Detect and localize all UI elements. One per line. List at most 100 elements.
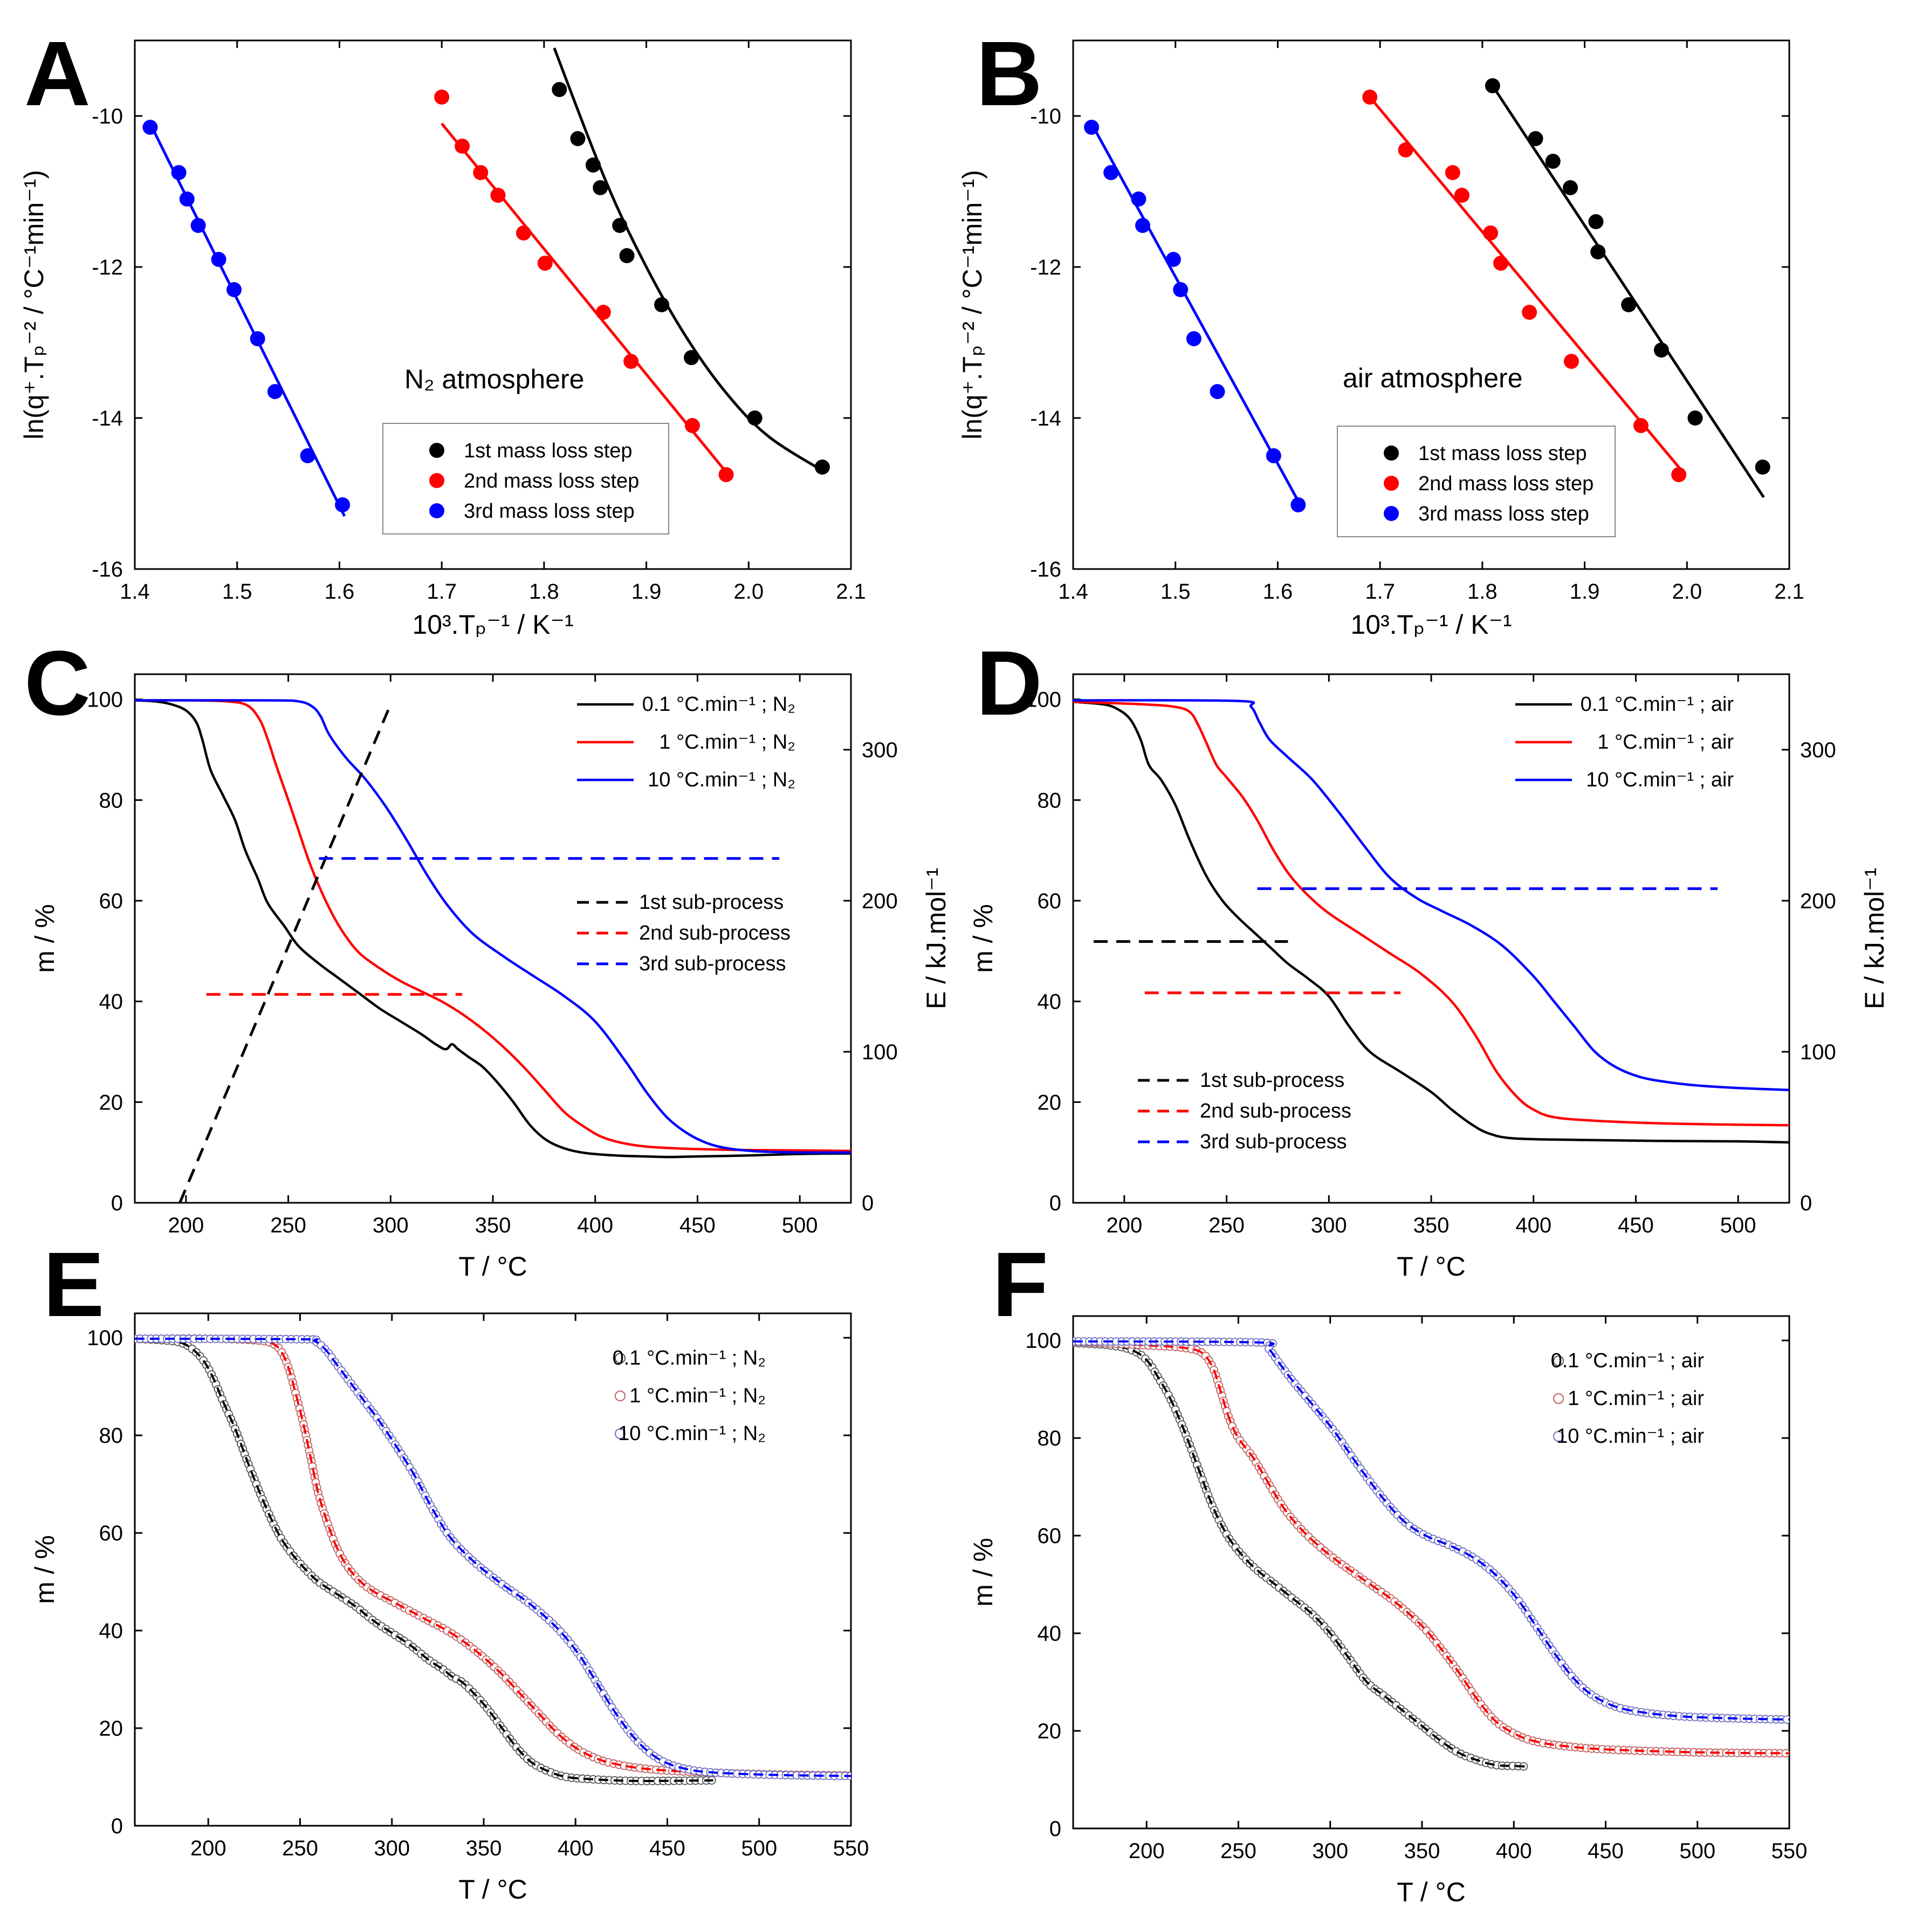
x-tick-label: 400: [1515, 1214, 1551, 1237]
y-tick-label: -14: [1030, 407, 1061, 430]
legend: 1st mass loss step 2nd mass loss step 3rd …: [1337, 426, 1616, 537]
data-point: [1493, 256, 1509, 271]
data-point: [455, 139, 470, 154]
data-point: [585, 157, 601, 173]
y-tick-label: 40: [1038, 990, 1062, 1014]
series-1: [1073, 1338, 1528, 1771]
y-tick-label: 100: [87, 1326, 123, 1350]
plot-frame: [1072, 1315, 1790, 1830]
x-tick-label: 350: [466, 1837, 502, 1860]
x-tick-label: 500: [741, 1837, 777, 1860]
panel-letter: C: [24, 632, 91, 735]
plot-area: [135, 699, 851, 1203]
data-point: [1483, 225, 1499, 241]
x-tick-label: 200: [1106, 1214, 1142, 1237]
x-tick-label: 1.5: [1160, 580, 1191, 604]
y-tick-label: 80: [1038, 789, 1062, 812]
data-point: [434, 90, 450, 105]
y2-tick-label: 100: [1800, 1040, 1836, 1064]
data-point: [300, 448, 315, 463]
series-2: [135, 699, 851, 1153]
series-1: [135, 1334, 716, 1785]
data-point: [1362, 90, 1378, 105]
y-axis: -16 -14 -12 -10: [1030, 105, 1789, 581]
y-tick-label: 60: [99, 1522, 123, 1545]
data-point: [1653, 342, 1669, 358]
y-tick-label: 20: [99, 1091, 123, 1114]
panel-b: B 1.4 1.5 1.6 1.7 1.8 1.9 2.0 2.1 -16 -14 -12 -10 10³…: [957, 23, 1804, 640]
series-3: [135, 699, 851, 1154]
legend: 0.1 °C.min⁻¹ ; N₂ 1 °C.min⁻¹ ; N₂ 10 °C.mi…: [613, 1347, 766, 1445]
x-tick-label: 550: [1771, 1839, 1808, 1863]
mass-curve: [1073, 701, 1789, 1144]
data-point: [226, 282, 242, 297]
data-point: [1485, 78, 1500, 93]
fit-line: [441, 122, 730, 476]
legend-label: 10 °C.min⁻¹ ; N₂: [648, 769, 795, 791]
x-tick-label: 400: [1496, 1839, 1532, 1863]
x-axis-label: 10³.Tₚ⁻¹ / K⁻¹: [1350, 609, 1512, 640]
x-tick-label: 400: [558, 1837, 594, 1860]
data-point: [1445, 165, 1460, 180]
data-point: [623, 354, 639, 369]
legend-label: 2nd mass loss step: [1418, 472, 1594, 495]
x-tick-label: 450: [1618, 1214, 1654, 1237]
legend-marker: [615, 1353, 626, 1364]
mass-curve: [135, 699, 851, 1153]
legend-label: 0.1 °C.min⁻¹ ; N₂: [613, 1347, 766, 1369]
x-tick-label: 350: [1404, 1839, 1440, 1863]
y-tick-label: -12: [1030, 256, 1061, 279]
panel-d: D 200 250 300 350 400 450 500 0 20 40 60 80 100 0 100 20…: [968, 632, 1890, 1282]
data-point: [1671, 467, 1687, 482]
x-tick-label: 200: [1129, 1839, 1165, 1863]
data-point: [1633, 418, 1649, 433]
fit-line: [149, 122, 346, 517]
y-tick-label: 40: [99, 1619, 123, 1643]
y-tick-label: -12: [92, 256, 123, 279]
data-point: [1454, 188, 1469, 203]
x-tick-label: 2.0: [733, 580, 764, 604]
y-tick-label: 60: [1038, 889, 1062, 913]
x-axis: 200 250 300 350 400 450 500: [168, 674, 818, 1237]
panel-a: A 1.4 1.5 1.6 1.7 1.8 1.9 2.0 2.1 -16 -14 -12 -10 10³…: [19, 23, 866, 640]
y-axis-label: ln(q⁺.Tₚ⁻² / °C⁻¹min⁻¹): [19, 170, 49, 440]
legend-marker: [1553, 1355, 1564, 1366]
data-point: [267, 384, 283, 399]
y-tick-label: 80: [99, 1424, 123, 1448]
fit-curve: [135, 1337, 851, 1777]
data-point: [1621, 297, 1637, 312]
plot-frame: [134, 1312, 852, 1827]
legend-label: 10 °C.min⁻¹ ; air: [1586, 769, 1734, 791]
panel-c: C 200 250 300 350 400 450 500 0 20 40 60 80 100 0 100 20…: [24, 632, 951, 1282]
x-axis: 1.4 1.5 1.6 1.7 1.8 1.9 2.0 2.1: [120, 40, 866, 604]
legend-subprocess: 1st sub-process 2nd sub-process 3rd sub-pr…: [577, 891, 791, 975]
data-point: [211, 252, 226, 267]
panel-e: E 200 250 300 350 400 450 500 550 0 20 40 60 80 100 T /…: [30, 1234, 869, 1904]
plot-frame: [134, 39, 852, 570]
series-2: [1073, 701, 1789, 1127]
x-tick-label: 350: [475, 1214, 511, 1237]
y2-tick-label: 300: [1800, 738, 1836, 762]
data-point: [593, 180, 608, 195]
legend-marker: [1384, 446, 1399, 461]
legend: 0.1 °C.min⁻¹ ; air 1 °C.min⁻¹ ; air 10 °C.…: [1515, 693, 1734, 791]
legend-marker: [1553, 1431, 1564, 1442]
legend-marker: [1384, 506, 1399, 521]
data-point: [1165, 252, 1181, 267]
legend-label: 1st sub-process: [639, 891, 784, 914]
x-tick-label: 300: [1312, 1839, 1348, 1863]
legend-label: 0.1 °C.min⁻¹ ; air: [1581, 693, 1734, 716]
data-point: [1588, 214, 1604, 229]
x-tick-label: 300: [374, 1837, 410, 1860]
data-point: [1131, 191, 1146, 207]
y-tick-label: -10: [1030, 105, 1061, 128]
data-point: [516, 225, 531, 241]
x-tick-label: 1.4: [1058, 580, 1088, 604]
x-tick-label: 450: [649, 1837, 685, 1860]
legend-label: 2nd mass loss step: [464, 470, 639, 492]
y2-axis-label: E / kJ.mol⁻¹: [921, 868, 951, 1010]
legend-label: 2nd sub-process: [639, 922, 791, 944]
legend: 0.1 °C.min⁻¹ ; N₂ 1 °C.min⁻¹ ; N₂ 10 °C.mi…: [577, 693, 795, 791]
panel-letter: B: [976, 23, 1042, 125]
